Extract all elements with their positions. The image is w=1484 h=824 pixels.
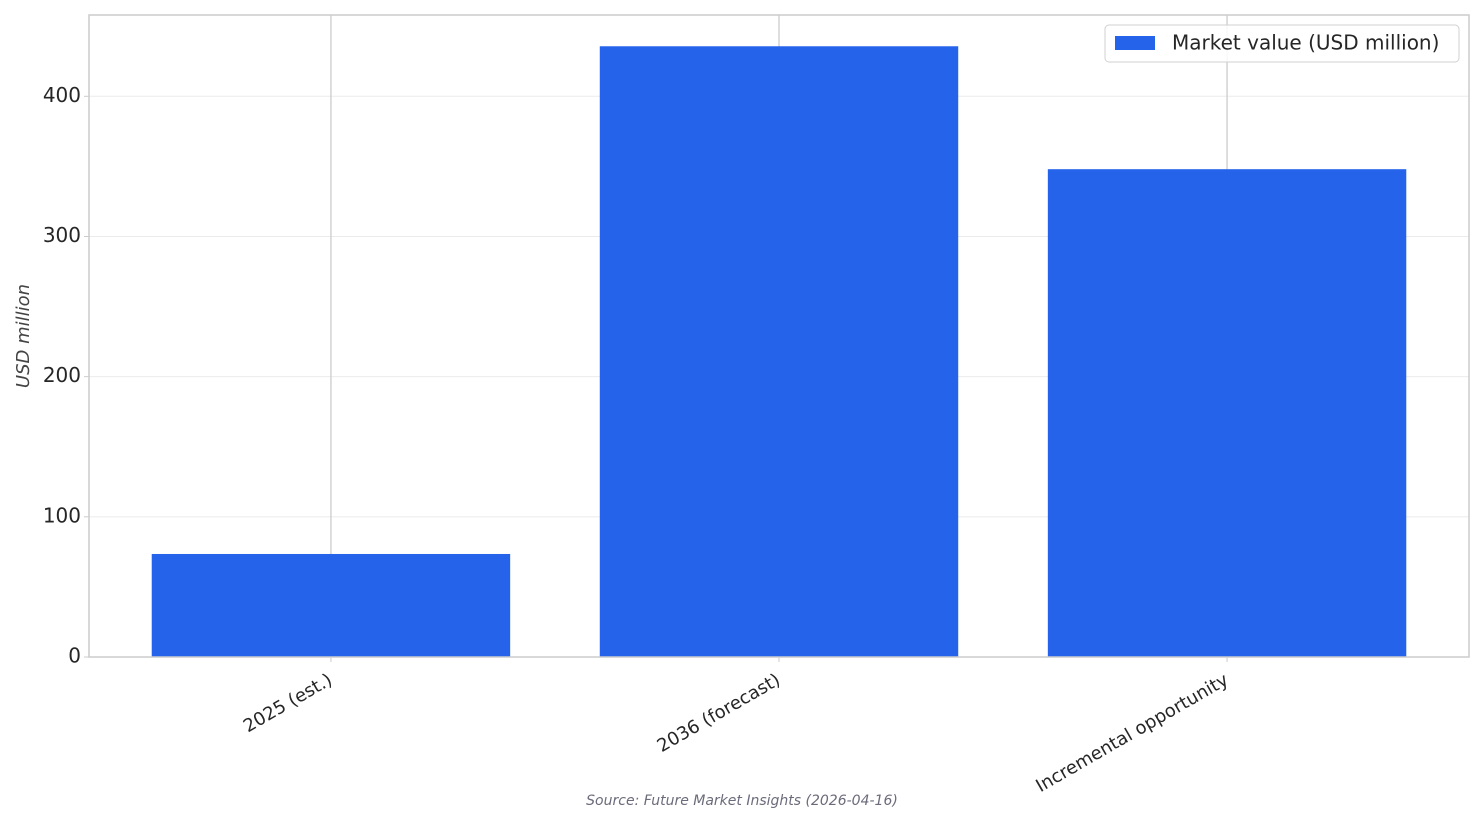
y-tick-label: 200: [43, 363, 81, 387]
y-axis-label: USD million: [13, 284, 34, 388]
legend-box: [1104, 24, 1460, 63]
x-tick-label: 2036 (forecast): [654, 669, 784, 756]
x-tick-label: Incremental opportunity: [1032, 669, 1232, 797]
y-tick-label: 0: [68, 644, 81, 668]
x-tick-label: 2025 (est.): [240, 669, 336, 737]
y-tick-label: 400: [43, 83, 81, 107]
y-tick-label: 100: [43, 503, 81, 527]
legend-swatch: [1115, 36, 1155, 50]
source-note: Source: Future Market Insights (2026-04-…: [586, 793, 898, 809]
legend: Market value (USD million): [1104, 24, 1460, 63]
y-tick-label: 300: [43, 223, 81, 247]
bar: [151, 553, 511, 657]
bar: [599, 46, 959, 657]
plot-frame: [88, 14, 1470, 658]
legend-label: Market value (USD million): [1172, 31, 1439, 55]
bar: [1047, 169, 1407, 657]
